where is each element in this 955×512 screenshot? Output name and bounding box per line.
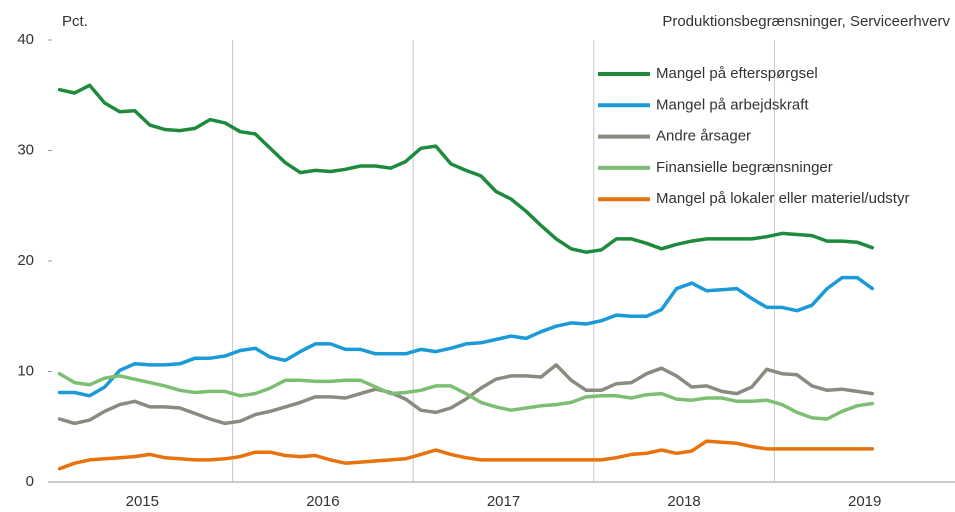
legend-label: Mangel på lokaler eller materiel/udstyr <box>656 190 909 207</box>
legend-label: Finansielle begrænsninger <box>656 159 833 176</box>
line-series <box>57 83 875 254</box>
legend-label: Mangel på efterspørgsel <box>656 65 818 82</box>
x-tick-label: 2015 <box>126 493 159 510</box>
x-tick-label: 2018 <box>667 493 700 510</box>
line-series <box>57 363 875 426</box>
y-tick-label: 20 <box>17 252 34 269</box>
x-tick-label: 2019 <box>848 493 881 510</box>
y-axis-label: Pct. <box>62 13 88 30</box>
x-tick-label: 2016 <box>306 493 339 510</box>
y-tick-label: 0 <box>26 473 34 490</box>
y-tick-label: 30 <box>17 141 34 158</box>
line-series <box>57 275 875 398</box>
line-series <box>57 371 875 421</box>
legend-label: Mangel på arbejdskraft <box>656 96 809 113</box>
legend-label: Andre årsager <box>656 128 751 145</box>
chart-title: Produktionsbegrænsninger, Serviceerhverv <box>662 13 950 30</box>
y-tick-label: 40 <box>17 31 34 48</box>
line-series <box>57 439 875 471</box>
y-tick-label: 10 <box>17 362 34 379</box>
x-tick-label: 2017 <box>487 493 520 510</box>
